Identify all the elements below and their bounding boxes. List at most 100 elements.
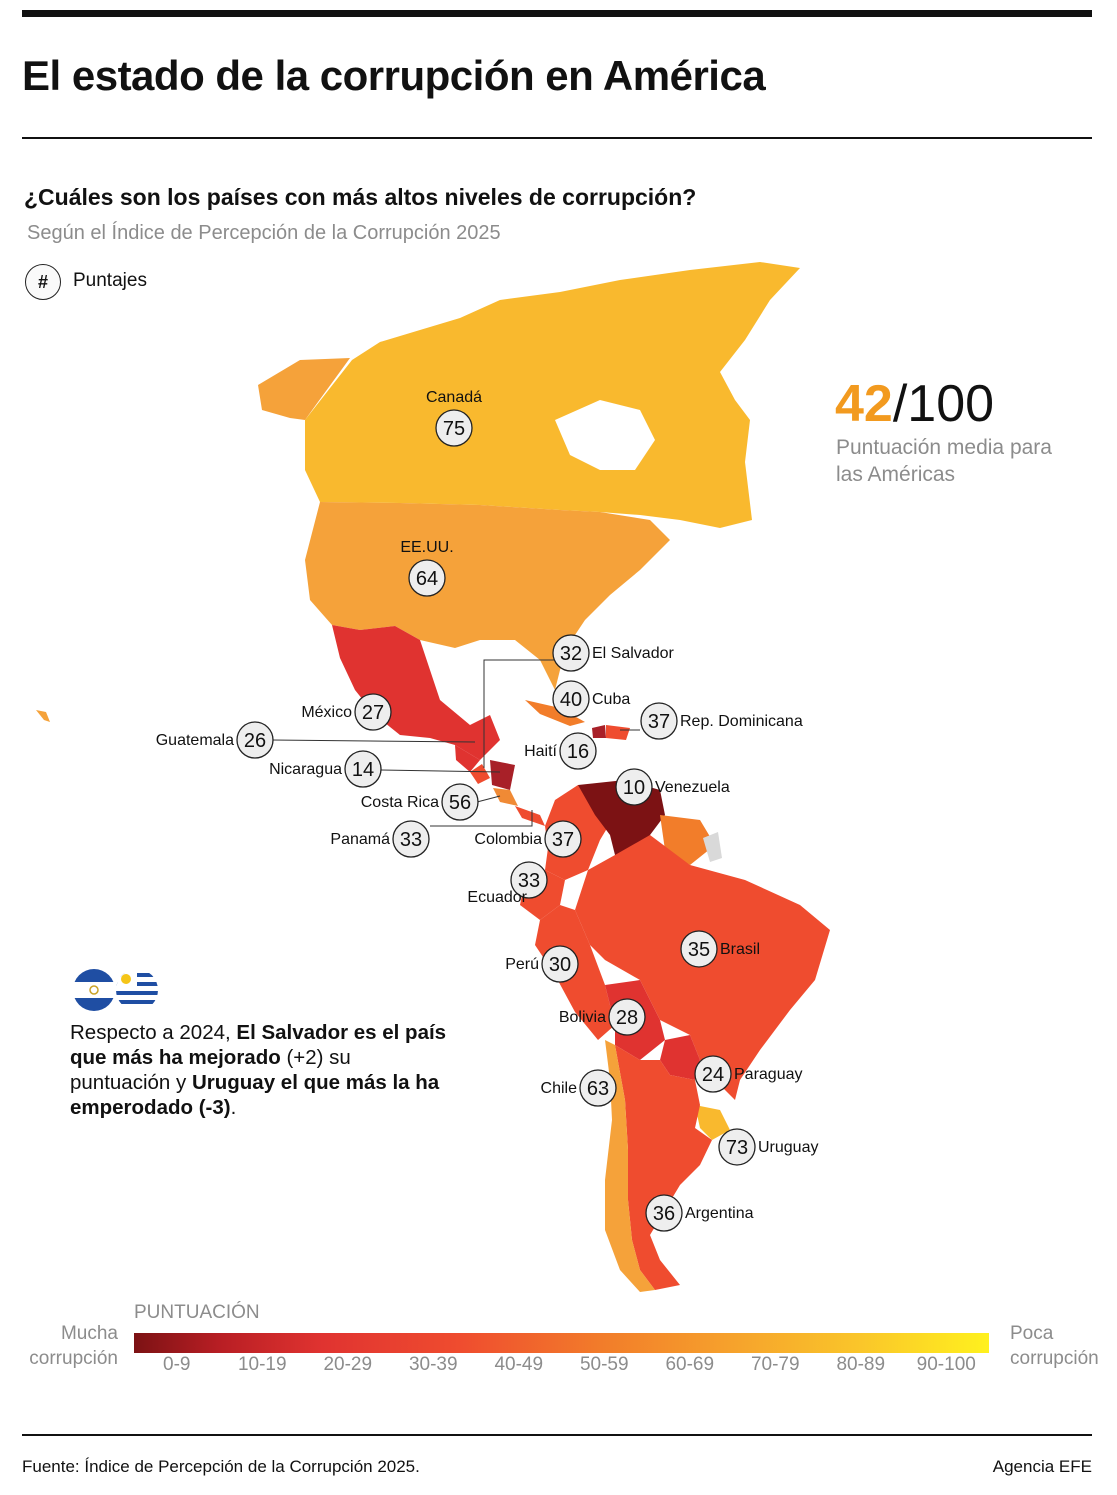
page-title: El estado de la corrupción en América	[22, 52, 766, 99]
country-label-panama: Panamá	[330, 831, 390, 848]
flags-icon	[73, 969, 158, 1011]
score-badge-rep-dominicana	[640, 702, 678, 740]
map-subtitle: ¿Cuáles son los países con más altos niv…	[24, 184, 697, 210]
scale-labels: 0-9 10-19 20-29 30-39 40-49 50-59 60-69 70-79 80…	[134, 1354, 989, 1378]
scale-label-8: 80-89	[836, 1354, 886, 1375]
score-value-el-salvador: 32	[560, 643, 582, 665]
score-badge-paraguay	[694, 1055, 732, 1093]
uruguay-flag-icon	[116, 969, 158, 1011]
country-label-canada: Canadá	[426, 389, 482, 406]
score-value-canada: 75	[443, 418, 465, 440]
country-label-colombia: Colombia	[474, 831, 542, 848]
map-source-line: Según el Índice de Percepción de la Corr…	[27, 222, 501, 244]
country-label-uruguay: Uruguay	[758, 1139, 818, 1156]
agency-credit: Agencia EFE	[992, 1457, 1092, 1476]
score-badge-panama	[392, 820, 430, 858]
argentina-shape	[615, 1045, 712, 1290]
score-value-paraguay: 24	[702, 1064, 724, 1086]
french-guiana-shape	[703, 832, 722, 862]
cuba-shape	[525, 700, 585, 726]
guatemala-shape	[455, 745, 480, 772]
country-label-nicaragua: Nicaragua	[269, 761, 342, 778]
leader-guatemala	[271, 739, 476, 743]
score-badges: 75 Canadá 64 EE.UU. 27 México 26 Guatemala 14 Nic…	[156, 389, 818, 1232]
costa-rica-shape	[493, 788, 518, 806]
country-label-costa-rica: Costa Rica	[361, 794, 439, 811]
country-label-ee-uu: EE.UU.	[400, 539, 453, 556]
scale-label-4: 40-49	[494, 1354, 544, 1375]
note-text-1: Respecto a 2024,	[70, 1021, 237, 1044]
title-divider	[22, 137, 1092, 139]
score-legend-badge: #	[25, 264, 61, 300]
panama-shape	[515, 806, 545, 826]
score-value-mexico: 27	[362, 702, 384, 724]
score-value-brasil: 35	[688, 939, 710, 961]
score-badge-ee-uu	[408, 559, 446, 597]
score-badge-nicaragua	[344, 750, 382, 788]
country-label-el-salvador: El Salvador	[592, 645, 674, 662]
scale-label-9: 90-100	[916, 1354, 976, 1375]
scale-label-0: 0-9	[163, 1354, 191, 1375]
el-salvador-shape	[470, 764, 490, 784]
score-badge-mexico	[354, 693, 392, 731]
score-value-argentina: 36	[653, 1203, 675, 1225]
score-badge-colombia	[544, 820, 582, 858]
country-label-haiti: Haití	[524, 743, 557, 760]
score-badge-bolivia	[608, 998, 646, 1036]
score-value-ee-uu: 64	[416, 568, 438, 590]
score-value-ecuador: 33	[518, 870, 540, 892]
hudson-bay	[555, 400, 655, 470]
country-label-argentina: Argentina	[685, 1205, 754, 1222]
average-value: 42	[835, 375, 893, 433]
scale-title: PUNTUACIÓN	[134, 1302, 260, 1323]
score-value-rep-dominicana: 37	[648, 711, 670, 733]
haiti-shape	[592, 725, 606, 738]
score-value-costa-rica: 56	[449, 792, 471, 814]
country-label-rep-dominicana: Rep. Dominicana	[680, 713, 803, 730]
note-text-3: .	[230, 1096, 237, 1119]
leader-costa-rica	[476, 795, 501, 803]
scale-label-6: 60-69	[665, 1354, 715, 1375]
paraguay-shape	[660, 1035, 700, 1080]
score-badge-guatemala	[236, 721, 274, 759]
chile-shape	[605, 1040, 655, 1292]
scale-label-5: 50-59	[579, 1354, 629, 1375]
scale-label-7: 70-79	[750, 1354, 800, 1375]
scale-label-3: 30-39	[408, 1354, 458, 1375]
score-badge-haiti	[559, 732, 597, 770]
country-label-brasil: Brasil	[720, 941, 760, 958]
score-badge-ecuador	[510, 861, 548, 899]
score-value-nicaragua: 14	[352, 759, 374, 781]
note-bold-1: El Salvador es el país que más ha mejora…	[70, 1021, 447, 1069]
leader-lines	[271, 659, 640, 827]
country-label-venezuela: Venezuela	[655, 779, 730, 796]
scale-right-caption: Poca corrupción	[1010, 1323, 1099, 1369]
score-badge-uruguay	[718, 1128, 756, 1166]
canada-shape	[305, 262, 800, 528]
score-badge-costa-rica	[441, 783, 479, 821]
uruguay-shape	[695, 1105, 730, 1140]
country-canada	[305, 262, 800, 528]
score-badge-canada	[435, 409, 473, 447]
leader-el-salvador	[483, 659, 555, 768]
americas-map: 75 Canadá 64 EE.UU. 27 México 26 Guatemala 14 Nic…	[36, 262, 830, 1292]
score-badge-el-salvador	[552, 634, 590, 672]
score-value-peru: 30	[549, 954, 571, 976]
top-bar	[22, 10, 1092, 17]
change-note: Respecto a 2024, El Salvador es el país …	[70, 1020, 450, 1120]
nicaragua-shape	[490, 760, 515, 790]
alaska-shape	[258, 358, 350, 420]
score-legend-label: Puntajes	[73, 270, 147, 291]
scale-label-1: 10-19	[237, 1354, 287, 1375]
dominican-republic-shape	[606, 725, 630, 740]
usa-shape	[305, 502, 670, 690]
country-label-cuba: Cuba	[592, 691, 630, 708]
note-text-2: (+2) su puntuación y	[70, 1046, 351, 1094]
score-badge-cuba	[552, 680, 590, 718]
average-score: 42/100	[835, 374, 994, 434]
average-caption: Puntuación media para las Américas	[836, 436, 1052, 486]
score-value-uruguay: 73	[726, 1137, 748, 1159]
hawaii-shape	[36, 710, 50, 722]
country-label-paraguay: Paraguay	[734, 1066, 803, 1083]
color-scale-bar	[134, 1333, 989, 1353]
